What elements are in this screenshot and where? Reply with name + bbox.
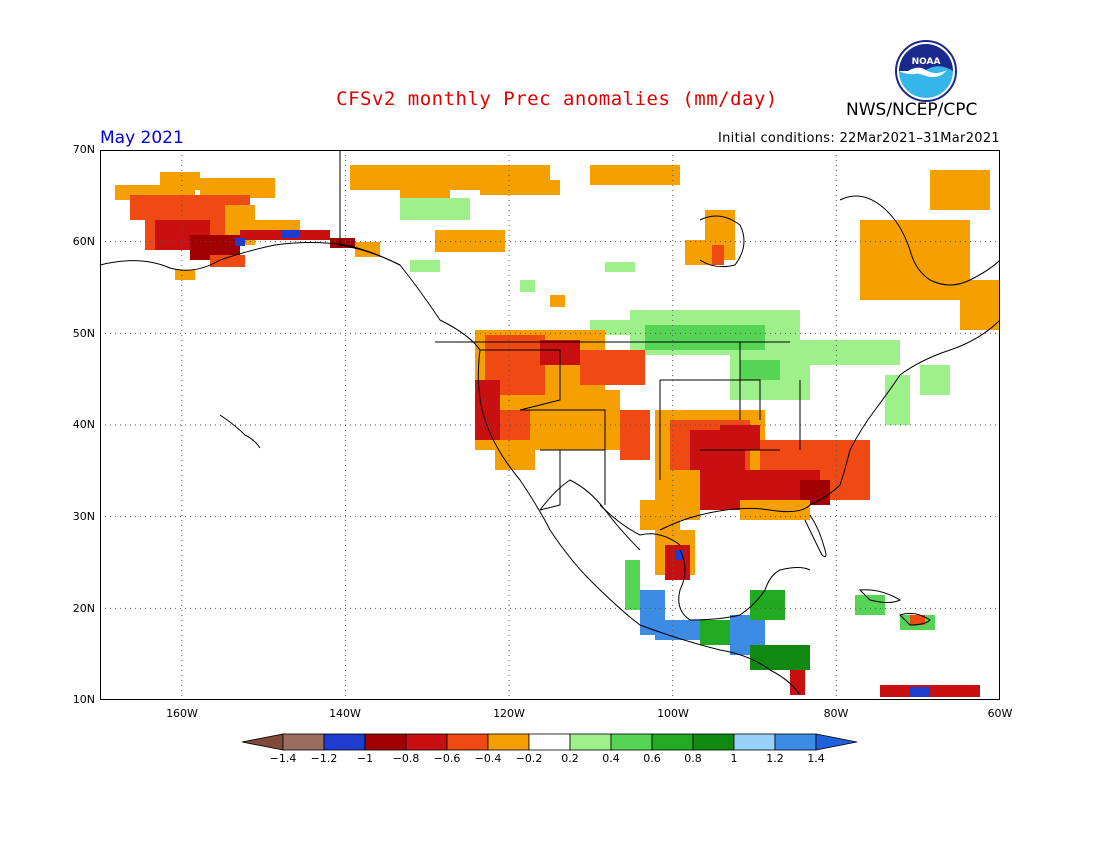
lat-label-30n: 30N <box>72 510 95 523</box>
lat-label-70n: 70N <box>72 143 95 156</box>
colorbar-tick-label: −1 <box>356 752 374 765</box>
noaa-logo: NOAA <box>895 40 957 102</box>
colorbar-tick-label: 0.6 <box>643 752 661 765</box>
lat-label-60n: 60N <box>72 235 95 248</box>
colorbar-tick-label: −0.4 <box>474 752 502 765</box>
lon-label-100w: 100W <box>657 707 689 720</box>
colorbar-cell <box>733 733 776 751</box>
lon-label-80w: 80W <box>823 707 849 720</box>
lat-label-50n: 50N <box>72 327 95 340</box>
colorbar-cell <box>405 733 448 751</box>
lat-label-20n: 20N <box>72 602 95 615</box>
colorbar-tick-label: −1.4 <box>269 752 297 765</box>
forecast-month: May 2021 <box>100 128 184 148</box>
colorbar-cell <box>323 733 366 751</box>
colorbar-tick-label: 0.8 <box>684 752 702 765</box>
colorbar-tick-label: −0.6 <box>433 752 461 765</box>
colorbar <box>241 733 858 751</box>
colorbar-cell <box>569 733 612 751</box>
precip-anomaly-map <box>100 150 1000 700</box>
colorbar-cell <box>241 733 284 751</box>
lon-label-60w: 60W <box>987 707 1013 720</box>
colorbar-cell <box>651 733 694 751</box>
chart-title: CFSv2 monthly Prec anomalies (mm/day) <box>336 88 778 110</box>
colorbar-cell <box>528 733 571 751</box>
anomaly-shading <box>115 165 1000 697</box>
colorbar-tick-label: 0.4 <box>602 752 620 765</box>
colorbar-cell <box>692 733 735 751</box>
colorbar-tick-label: −0.8 <box>392 752 420 765</box>
lon-label-160w: 160W <box>166 707 198 720</box>
colorbar-cell <box>364 733 407 751</box>
colorbar-cell <box>610 733 653 751</box>
initial-conditions: Initial conditions: 22Mar2021–31Mar2021 <box>717 131 1000 146</box>
colorbar-cell <box>487 733 530 751</box>
colorbar-tick-label: −1.2 <box>310 752 338 765</box>
colorbar-tick-label: 1 <box>730 752 738 765</box>
lon-label-120w: 120W <box>493 707 525 720</box>
svg-text:NOAA: NOAA <box>912 57 941 67</box>
colorbar-cell <box>815 733 858 751</box>
colorbar-tick-label: 1.2 <box>766 752 784 765</box>
colorbar-tick-label: 0.2 <box>561 752 579 765</box>
lat-label-10n: 10N <box>72 693 95 706</box>
lat-label-40n: 40N <box>72 418 95 431</box>
colorbar-tick-label: −0.2 <box>515 752 543 765</box>
agency-label: NWS/NCEP/CPC <box>846 100 978 120</box>
coastlines <box>100 150 1000 696</box>
colorbar-cell <box>774 733 817 751</box>
colorbar-tick-label: 1.4 <box>807 752 825 765</box>
colorbar-cell <box>446 733 489 751</box>
lon-label-140w: 140W <box>329 707 361 720</box>
graticule <box>100 150 1000 700</box>
colorbar-cell <box>282 733 325 751</box>
